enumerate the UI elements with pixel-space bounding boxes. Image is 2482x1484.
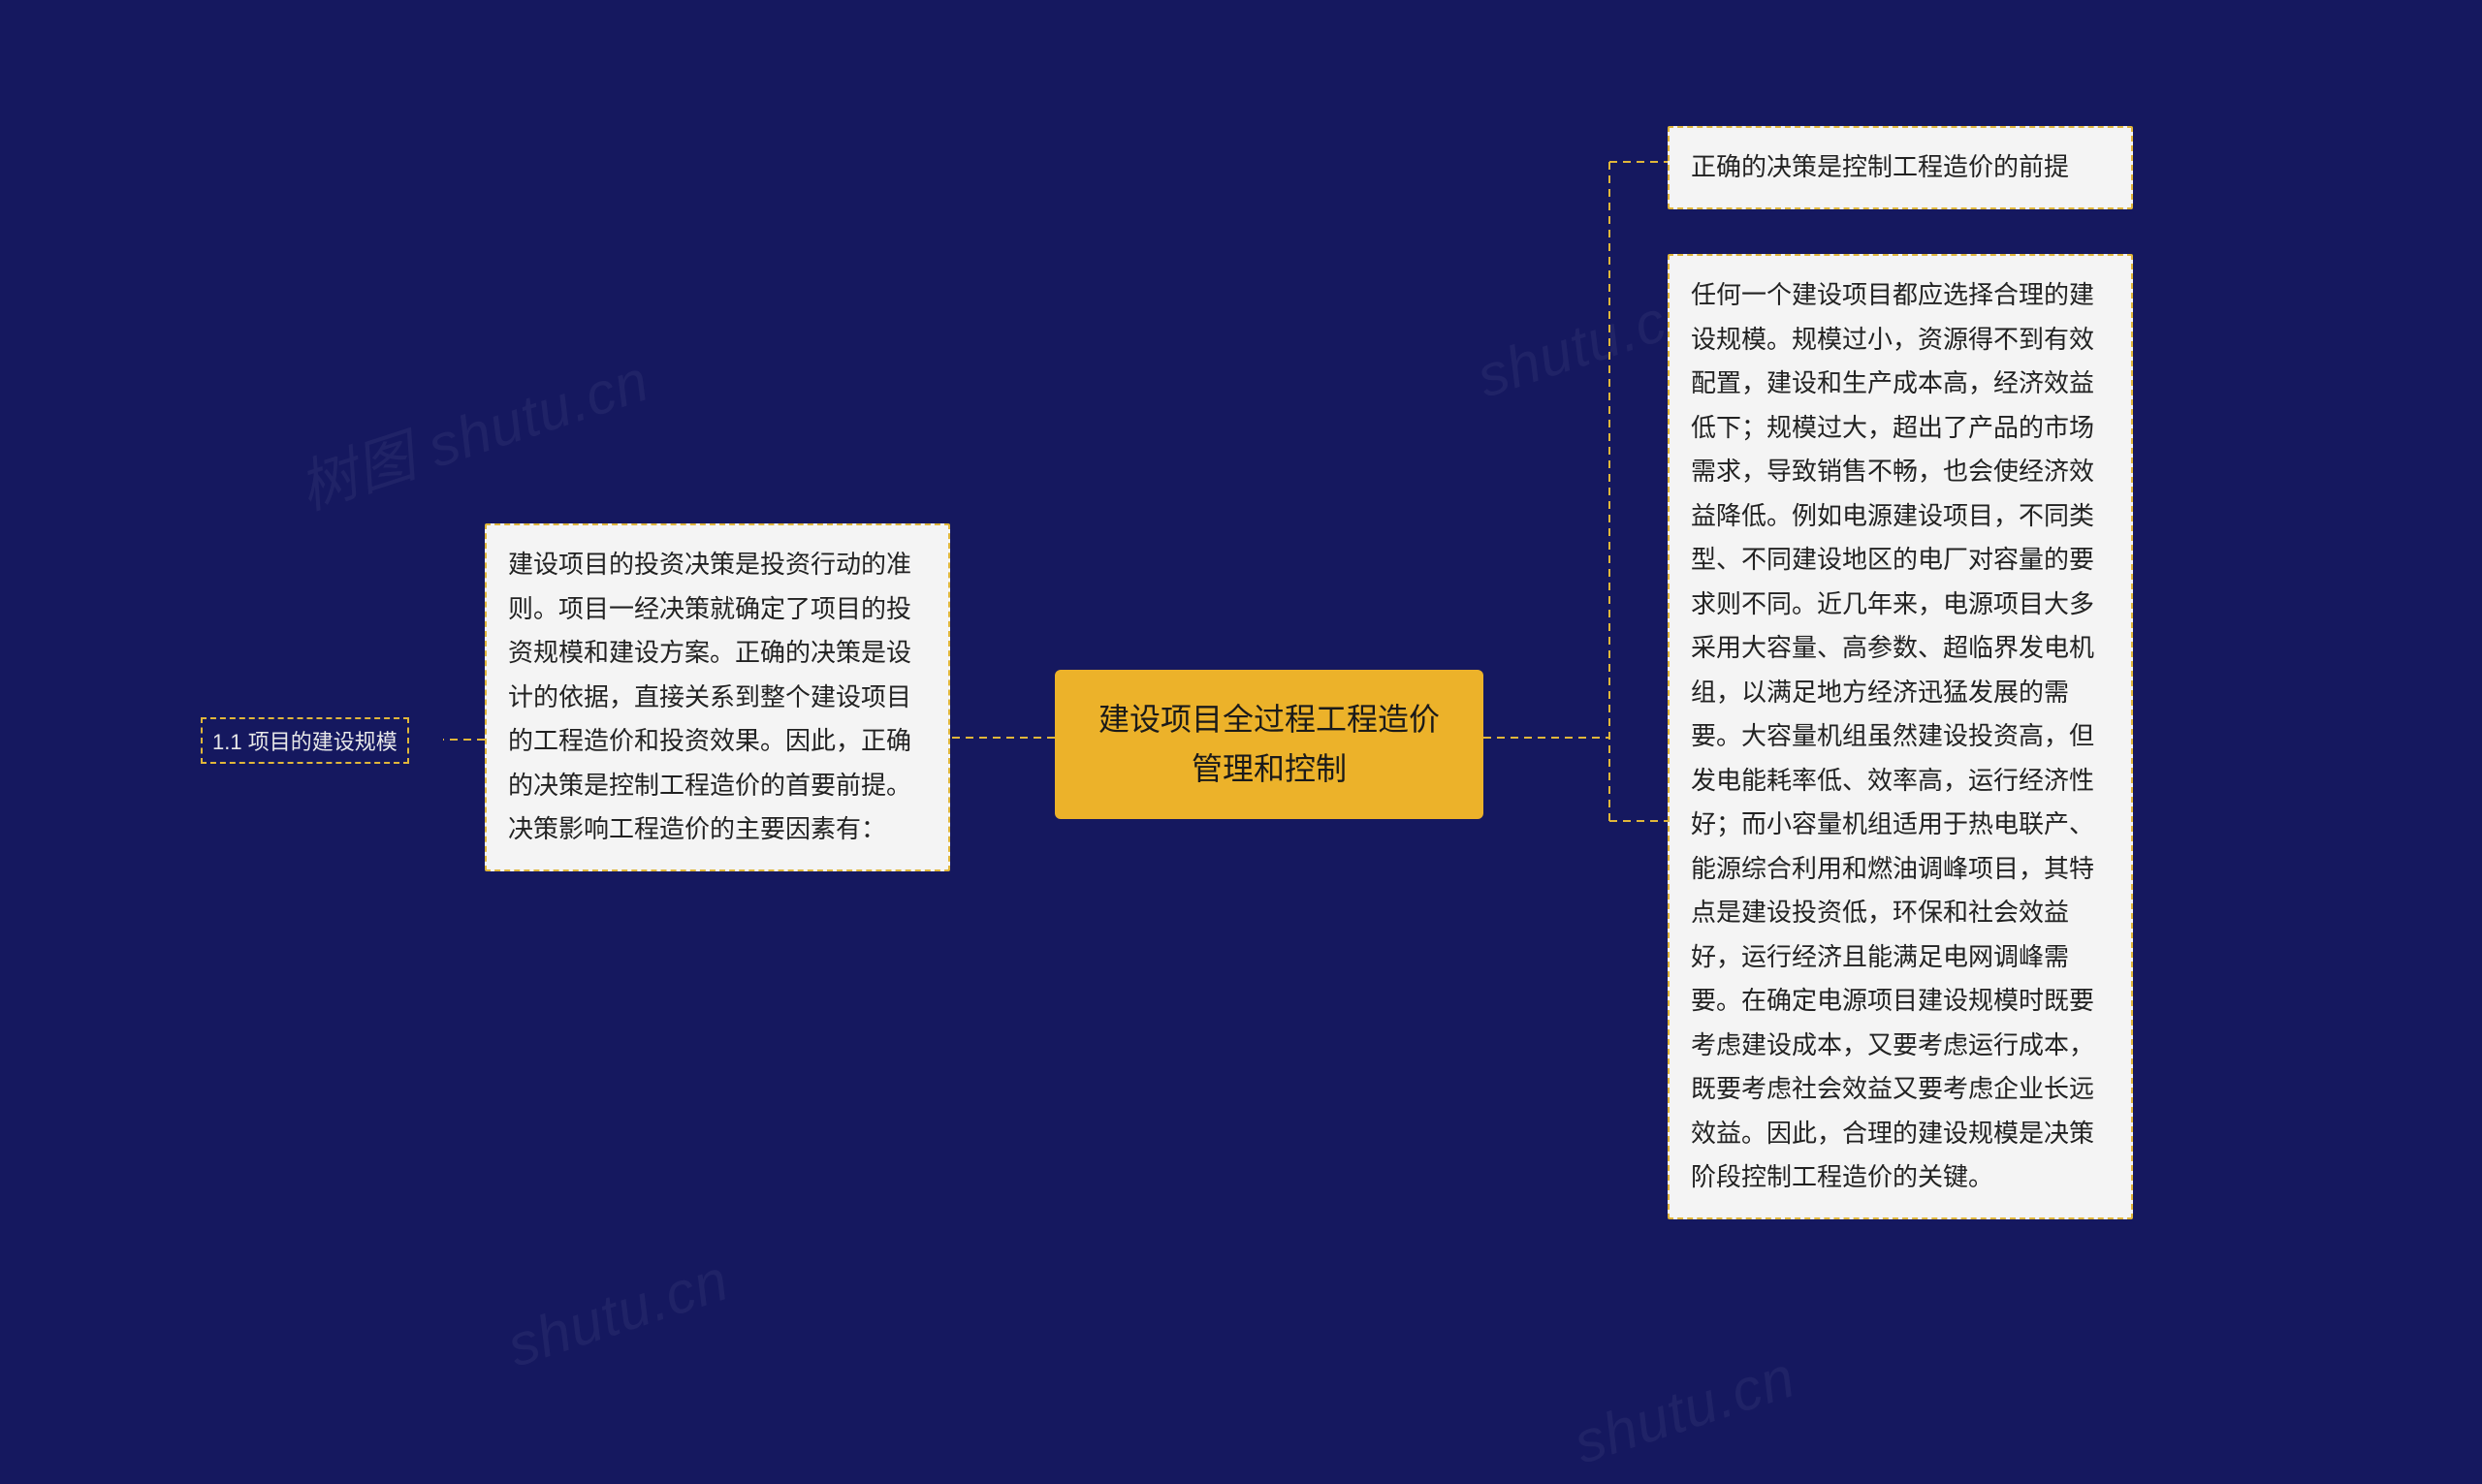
center-line1: 建设项目全过程工程造价 [1090,695,1448,744]
watermark: 树图 shutu.cn [287,333,658,525]
center-node: 建设项目全过程工程造价 管理和控制 [1055,670,1483,819]
watermark: shutu.cn [499,1246,737,1379]
left-label-node: 1.1 项目的建设规模 [201,717,409,764]
right-body-node: 任何一个建设项目都应选择合理的建设规模。规模过小，资源得不到有效配置，建设和生产… [1668,254,2133,1219]
center-line2: 管理和控制 [1090,744,1448,794]
watermark: shutu.cn [1566,1342,1803,1476]
left-body-node: 建设项目的投资决策是投资行动的准则。项目一经决策就确定了项目的投资规模和建设方案… [485,523,950,871]
right-top-node: 正确的决策是控制工程造价的前提 [1668,126,2133,209]
